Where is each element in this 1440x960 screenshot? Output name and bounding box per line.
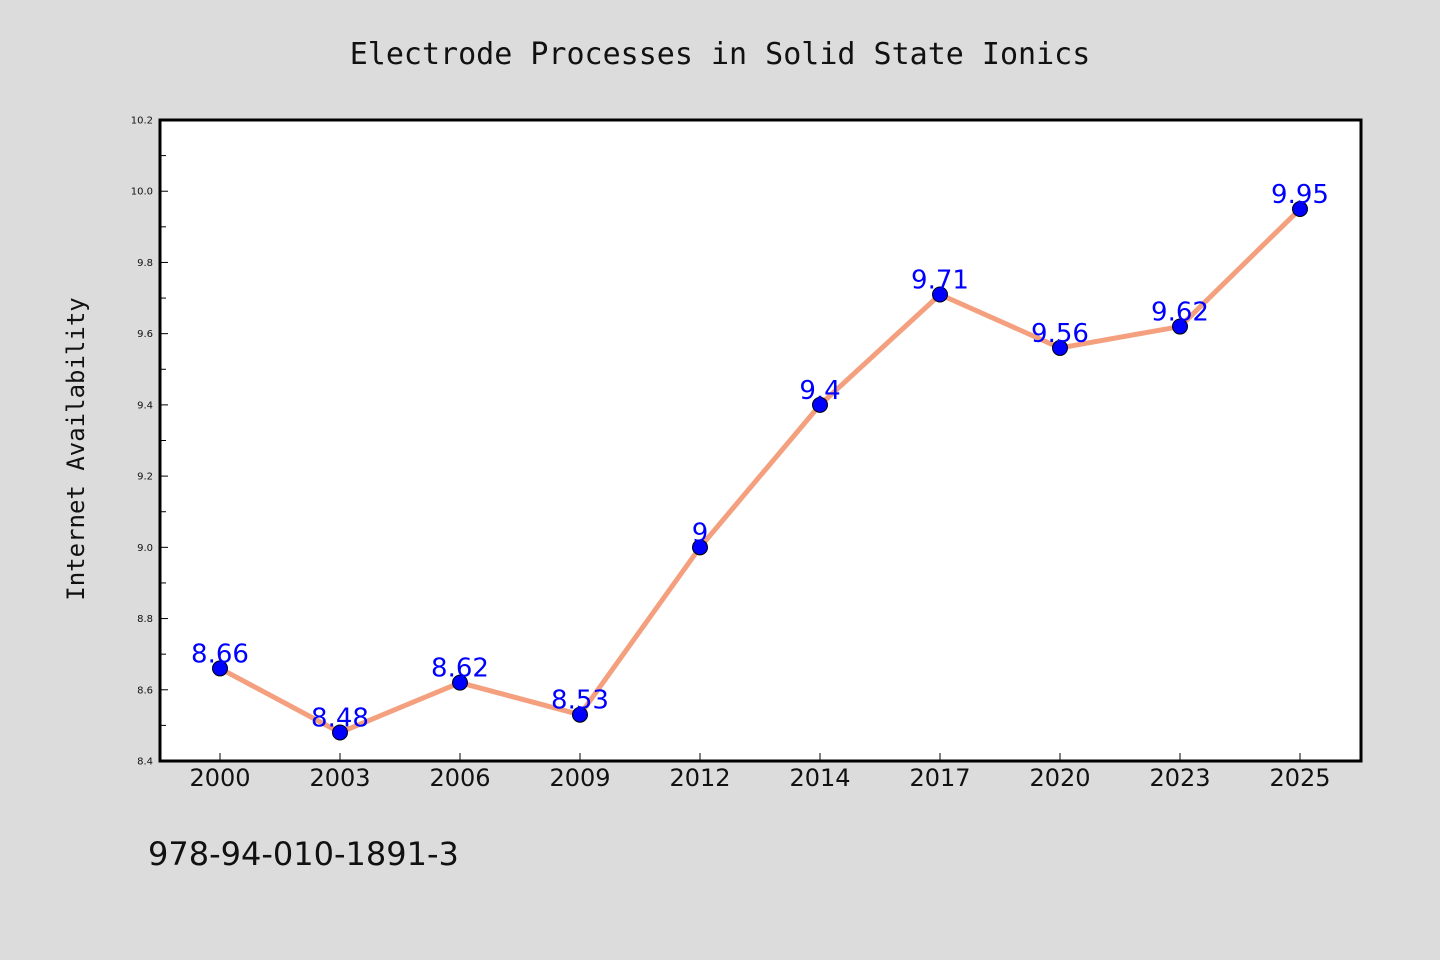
- data-point: [452, 674, 468, 691]
- data-label: 9.62: [1151, 298, 1209, 328]
- data-point: [332, 724, 348, 741]
- data-point: [1172, 318, 1188, 335]
- data-label: 9: [692, 518, 709, 548]
- x-tick-label: 2014: [789, 764, 850, 792]
- series-line: [217, 206, 1303, 736]
- y-axis-ticks: 8.4 8.6 8.8 9.0 9.2 9.4 9.6 9.8 10.0 10.2: [131, 116, 168, 768]
- data-point: [812, 396, 828, 413]
- data-label: 9.95: [1271, 180, 1329, 210]
- x-tick-label: 2000: [189, 764, 250, 792]
- data-point: [212, 660, 228, 677]
- x-axis-ticks: 2000 2003 2006 2009 2012 2014 2017 2020 2023 2025: [189, 753, 1331, 792]
- y-tick-label: 9.8: [137, 258, 153, 269]
- plot-area: [158, 118, 1363, 763]
- data-point: [572, 706, 588, 723]
- y-tick-label: 10.2: [131, 116, 153, 127]
- x-tick-label: 2006: [429, 764, 490, 792]
- y-tick-label: 8.4: [137, 757, 153, 768]
- y-tick-label: 9.0: [137, 543, 153, 554]
- isbn-text: 978-94-010-1891-3: [148, 835, 459, 873]
- y-tick-label: 9.6: [137, 329, 153, 340]
- x-tick-label: 2017: [909, 764, 970, 792]
- y-tick-label: 10.0: [131, 187, 153, 198]
- chart-title: Electrode Processes in Solid State Ionic…: [350, 37, 1091, 72]
- data-series: [212, 201, 1308, 741]
- y-axis-label: Internet Availability: [62, 297, 90, 600]
- x-tick-label: 2025: [1269, 764, 1330, 792]
- data-label: 8.62: [431, 654, 489, 684]
- data-labels: 8.66 8.48 8.62 8.53 9 9.4 9.71 9.56 9.62 9.95: [191, 180, 1329, 733]
- x-tick-label: 2003: [309, 764, 370, 792]
- data-label: 9.71: [911, 265, 969, 295]
- y-tick-label: 8.6: [137, 685, 153, 696]
- data-label: 9.4: [799, 376, 840, 406]
- data-label: 8.66: [191, 639, 249, 669]
- y-tick-label: 8.8: [137, 614, 153, 625]
- y-tick-label: 9.4: [137, 400, 153, 411]
- data-label: 8.53: [551, 686, 609, 716]
- data-label: 8.48: [311, 704, 369, 734]
- y-tick-label: 9.2: [137, 472, 153, 483]
- data-point: [1052, 339, 1068, 356]
- x-tick-label: 2009: [549, 764, 610, 792]
- x-tick-label: 2023: [1149, 764, 1210, 792]
- x-tick-label: 2020: [1029, 764, 1090, 792]
- data-point: [932, 286, 948, 303]
- data-label: 9.56: [1031, 319, 1089, 349]
- x-tick-label: 2012: [669, 764, 730, 792]
- data-point: [1292, 201, 1308, 218]
- data-point: [692, 539, 708, 556]
